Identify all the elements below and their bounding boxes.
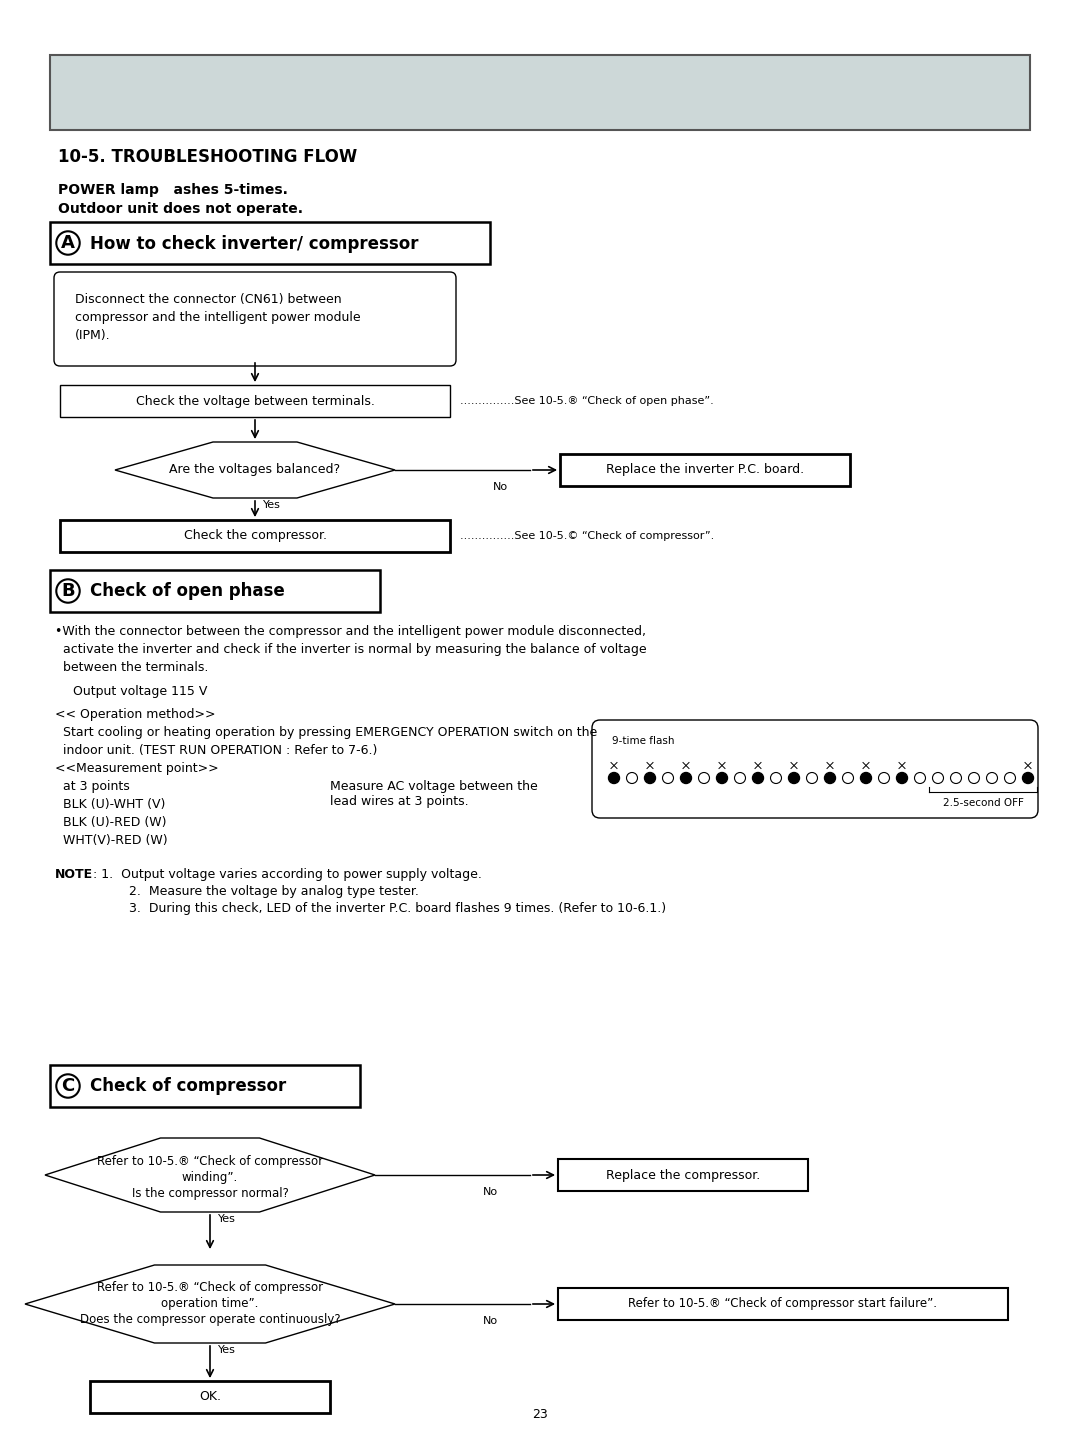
Text: ...............See 10-5.© “Check of compressor”.: ...............See 10-5.© “Check of comp… — [460, 531, 714, 541]
Bar — [50, 1066, 360, 1107]
Text: Check the voltage between terminals.: Check the voltage between terminals. — [136, 395, 375, 408]
Polygon shape — [25, 1264, 395, 1344]
Circle shape — [788, 772, 799, 783]
Text: A: A — [62, 233, 75, 252]
Bar — [50, 55, 1030, 130]
Circle shape — [950, 772, 961, 783]
Text: Replace the compressor.: Replace the compressor. — [606, 1168, 760, 1181]
Text: 2.  Measure the voltage by analog type tester.: 2. Measure the voltage by analog type te… — [93, 886, 419, 899]
Circle shape — [716, 772, 728, 783]
Circle shape — [896, 772, 907, 783]
Text: No: No — [483, 1187, 498, 1197]
Text: Refer to 10-5.® “Check of compressor: Refer to 10-5.® “Check of compressor — [97, 1282, 323, 1295]
Circle shape — [932, 772, 944, 783]
Circle shape — [807, 772, 818, 783]
Text: Output voltage 115 V: Output voltage 115 V — [65, 685, 207, 698]
Text: BLK (U)-RED (W): BLK (U)-RED (W) — [55, 816, 166, 829]
Polygon shape — [114, 442, 395, 498]
Text: Disconnect the connector (CN61) between: Disconnect the connector (CN61) between — [75, 292, 341, 307]
Text: winding”.: winding”. — [181, 1172, 238, 1185]
Text: Yes: Yes — [218, 1214, 235, 1224]
Circle shape — [915, 772, 926, 783]
Circle shape — [699, 772, 710, 783]
Text: between the terminals.: between the terminals. — [55, 661, 208, 674]
Text: <<Measurement point>>: <<Measurement point>> — [55, 762, 218, 775]
Text: How to check inverter/ compressor: How to check inverter/ compressor — [90, 235, 419, 253]
Text: << Operation method>>: << Operation method>> — [55, 708, 216, 721]
FancyBboxPatch shape — [54, 272, 456, 366]
Text: compressor and the intelligent power module: compressor and the intelligent power mod… — [75, 311, 361, 324]
Polygon shape — [45, 1138, 375, 1212]
Circle shape — [680, 772, 691, 783]
Circle shape — [1023, 772, 1034, 783]
Text: Are the voltages balanced?: Are the voltages balanced? — [170, 464, 340, 477]
Circle shape — [878, 772, 890, 783]
FancyBboxPatch shape — [592, 720, 1038, 818]
Circle shape — [969, 772, 980, 783]
Text: NOTE: NOTE — [55, 868, 93, 881]
Text: Check of open phase: Check of open phase — [90, 582, 285, 600]
Bar — [60, 384, 450, 418]
Text: Outdoor unit does not operate.: Outdoor unit does not operate. — [58, 202, 303, 216]
Text: at 3 points: at 3 points — [55, 780, 130, 793]
Text: 10-5. TROUBLESHOOTING FLOW: 10-5. TROUBLESHOOTING FLOW — [58, 148, 357, 166]
Circle shape — [608, 772, 620, 783]
Text: B: B — [62, 582, 75, 600]
Text: 9-time flash: 9-time flash — [612, 736, 675, 746]
Text: Measure AC voltage between the
lead wires at 3 points.: Measure AC voltage between the lead wire… — [330, 780, 538, 808]
Bar — [558, 1159, 808, 1191]
Text: C: C — [62, 1077, 75, 1094]
Circle shape — [770, 772, 782, 783]
Text: No: No — [492, 482, 508, 492]
Text: (IPM).: (IPM). — [75, 328, 110, 341]
Text: Start cooling or heating operation by pressing EMERGENCY OPERATION switch on the: Start cooling or heating operation by pr… — [55, 726, 597, 739]
Text: Replace the inverter P.C. board.: Replace the inverter P.C. board. — [606, 464, 805, 477]
Circle shape — [626, 772, 637, 783]
Circle shape — [1004, 772, 1015, 783]
Circle shape — [842, 772, 853, 783]
Text: Check of compressor: Check of compressor — [90, 1077, 286, 1094]
Text: Refer to 10-5.® “Check of compressor start failure”.: Refer to 10-5.® “Check of compressor sta… — [629, 1297, 937, 1310]
Bar — [558, 1287, 1008, 1320]
Text: Is the compressor normal?: Is the compressor normal? — [132, 1188, 288, 1201]
Text: Refer to 10-5.® “Check of compressor: Refer to 10-5.® “Check of compressor — [97, 1155, 323, 1168]
Text: activate the inverter and check if the inverter is normal by measuring the balan: activate the inverter and check if the i… — [55, 644, 647, 657]
Text: 23: 23 — [532, 1408, 548, 1421]
Circle shape — [986, 772, 998, 783]
Text: BLK (U)-WHT (V): BLK (U)-WHT (V) — [55, 798, 165, 811]
Circle shape — [824, 772, 836, 783]
Bar — [90, 1381, 330, 1413]
Text: ...............See 10-5.® “Check of open phase”.: ...............See 10-5.® “Check of open… — [460, 396, 714, 406]
Text: 3.  During this check, LED of the inverter P.C. board flashes 9 times. (Refer to: 3. During this check, LED of the inverte… — [93, 901, 666, 914]
Text: Yes: Yes — [264, 500, 281, 510]
Bar — [60, 520, 450, 552]
Text: •With the connector between the compressor and the intelligent power module disc: •With the connector between the compress… — [55, 625, 646, 638]
Text: Check the compressor.: Check the compressor. — [184, 530, 326, 543]
Text: No: No — [483, 1316, 498, 1326]
Bar — [50, 570, 380, 612]
Text: Does the compressor operate continuously?: Does the compressor operate continuously… — [80, 1313, 340, 1326]
Circle shape — [861, 772, 872, 783]
Circle shape — [753, 772, 764, 783]
Circle shape — [645, 772, 656, 783]
Circle shape — [662, 772, 674, 783]
Text: WHT(V)-RED (W): WHT(V)-RED (W) — [55, 834, 167, 847]
Text: POWER lamp   ashes 5-times.: POWER lamp ashes 5-times. — [58, 183, 288, 197]
Text: OK.: OK. — [199, 1391, 221, 1404]
Text: indoor unit. (TEST RUN OPERATION : Refer to 7-6.): indoor unit. (TEST RUN OPERATION : Refer… — [55, 744, 377, 757]
Text: Yes: Yes — [218, 1345, 235, 1355]
Bar — [50, 222, 490, 264]
Text: operation time”.: operation time”. — [161, 1297, 259, 1310]
Circle shape — [734, 772, 745, 783]
Text: 2.5-second OFF: 2.5-second OFF — [943, 799, 1024, 808]
Text: : 1.  Output voltage varies according to power supply voltage.: : 1. Output voltage varies according to … — [93, 868, 482, 881]
Bar — [561, 454, 850, 487]
